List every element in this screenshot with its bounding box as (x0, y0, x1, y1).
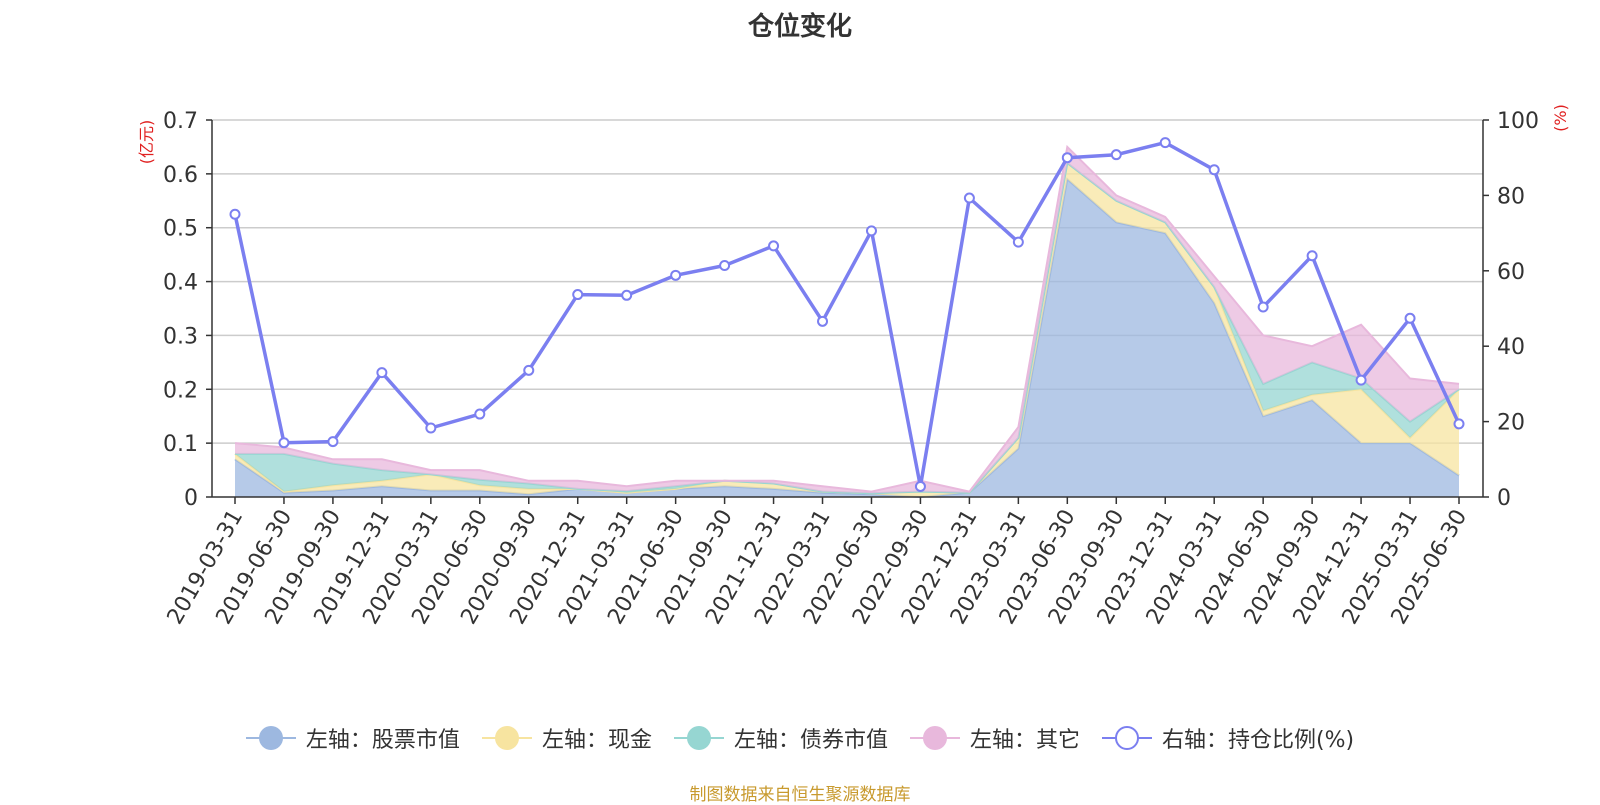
right-tick-label: 0 (1497, 486, 1511, 511)
legend-swatch (245, 726, 296, 750)
legend-label: 左轴：债券市值 (733, 728, 888, 753)
ratio-point (229, 208, 241, 220)
area-edge-4 (234, 144, 1460, 493)
ratio-point (1404, 312, 1416, 324)
ratio-point (621, 289, 633, 301)
chart-legend: 左轴：股票市值 左轴：现金 左轴：债券市值 左轴：其它 右轴：持仓比例(%) (0, 722, 1600, 754)
ratio-point (1208, 164, 1220, 176)
left-tick-label: 0.5 (163, 217, 198, 242)
right-tick-label: 20 (1497, 411, 1525, 436)
ratio-point (768, 240, 780, 252)
ratio-point (474, 408, 486, 420)
right-tick-label: 80 (1497, 184, 1525, 209)
legend-label: 右轴：持仓比例(%) (1161, 728, 1355, 753)
ratio-point (1257, 301, 1269, 313)
ratio-point (572, 289, 584, 301)
chart-title: 仓位变化 (747, 12, 852, 42)
grid-lines (212, 119, 1483, 444)
right-tick-label: 60 (1497, 260, 1525, 285)
ratio-point (1453, 418, 1465, 430)
ratio-point (719, 260, 731, 272)
left-tick-label: 0 (184, 486, 198, 511)
ratio-point (817, 315, 829, 327)
legend-item[interactable]: 左轴：债券市值 (673, 722, 888, 754)
data-source-note: 制图数据来自恒生聚源数据库 (689, 785, 911, 805)
ratio-point (1159, 137, 1171, 149)
legend-item[interactable]: 左轴：股票市值 (245, 722, 460, 754)
right-tick-label: 100 (1497, 109, 1539, 134)
left-tick-label: 0.3 (163, 324, 198, 349)
legend-swatch (673, 726, 724, 750)
left-tick-label: 0.4 (163, 271, 198, 296)
right-tick-label: 40 (1497, 335, 1525, 360)
position-ratio-line (229, 137, 1465, 492)
left-tick-label: 0.1 (163, 432, 198, 457)
legend-item[interactable]: 左轴：现金 (481, 722, 652, 754)
legend-item[interactable]: 左轴：其它 (909, 722, 1080, 754)
stacked-areas (234, 144, 1460, 499)
ratio-point (327, 436, 339, 448)
ratio-point (670, 269, 682, 281)
ratio-point (523, 364, 535, 376)
ratio-point (914, 480, 926, 492)
legend-swatch (481, 726, 532, 750)
ratio-point (1306, 250, 1318, 262)
right-axis-unit: (%) (1551, 104, 1570, 132)
legend-label: 左轴：股票市值 (305, 728, 460, 753)
left-tick-label: 0.6 (163, 163, 198, 188)
ratio-point (1355, 374, 1367, 386)
legend-label: 左轴：其它 (969, 728, 1080, 753)
legend-label: 左轴：现金 (541, 728, 652, 753)
left-axis-unit: (亿元) (137, 120, 156, 165)
position-change-chart: 00.10.20.30.40.50.60.70204060801002019-0… (137, 104, 1570, 629)
ratio-line-path (233, 140, 1461, 489)
left-tick-label: 0.2 (163, 378, 198, 403)
legend-item[interactable]: 右轴：持仓比例(%) (1101, 722, 1355, 754)
ratio-point (278, 437, 290, 449)
ratio-point (963, 192, 975, 204)
ratio-point (425, 422, 437, 434)
ratio-point (376, 367, 388, 379)
legend-swatch (1101, 726, 1152, 750)
ratio-point (1110, 149, 1122, 161)
ratio-point (865, 225, 877, 237)
ratio-point (1061, 152, 1073, 164)
legend-swatch (909, 726, 960, 750)
area-series-1 (235, 179, 1459, 497)
left-tick-label: 0.7 (163, 109, 198, 134)
ratio-point (1012, 236, 1024, 248)
